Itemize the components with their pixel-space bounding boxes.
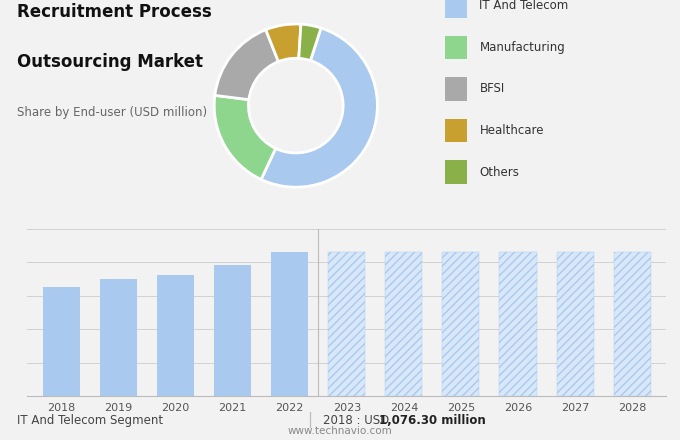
Text: Healthcare: Healthcare [479,124,544,137]
Bar [613,252,651,396]
Bar [271,252,308,396]
Wedge shape [215,30,278,100]
Wedge shape [261,28,377,187]
Text: www.technavio.com: www.technavio.com [288,426,392,436]
Text: |: | [307,412,312,428]
FancyBboxPatch shape [445,77,467,101]
Bar [328,252,365,396]
FancyBboxPatch shape [445,0,467,18]
Bar [500,252,537,396]
Text: BFSI: BFSI [479,82,505,95]
Bar [556,252,594,396]
Text: Share by End-user (USD million): Share by End-user (USD million) [17,106,207,119]
FancyBboxPatch shape [445,160,467,184]
Bar [443,252,479,396]
Text: Others: Others [479,165,520,179]
Bar [386,252,422,396]
Text: 2018 : USD: 2018 : USD [323,414,393,427]
Wedge shape [266,24,301,62]
Bar [100,279,137,396]
Text: IT And Telecom: IT And Telecom [479,0,568,12]
FancyBboxPatch shape [445,36,467,59]
Wedge shape [214,95,275,180]
Text: Recruitment Process: Recruitment Process [17,4,211,22]
Bar [214,265,251,396]
Bar [43,287,80,396]
Wedge shape [299,24,321,61]
Text: IT And Telecom Segment: IT And Telecom Segment [17,414,163,427]
Bar [157,275,194,396]
FancyBboxPatch shape [445,119,467,143]
Text: 1,076.30 million: 1,076.30 million [379,414,486,427]
Text: Manufacturing: Manufacturing [479,41,565,54]
Text: Outsourcing Market: Outsourcing Market [17,53,203,71]
